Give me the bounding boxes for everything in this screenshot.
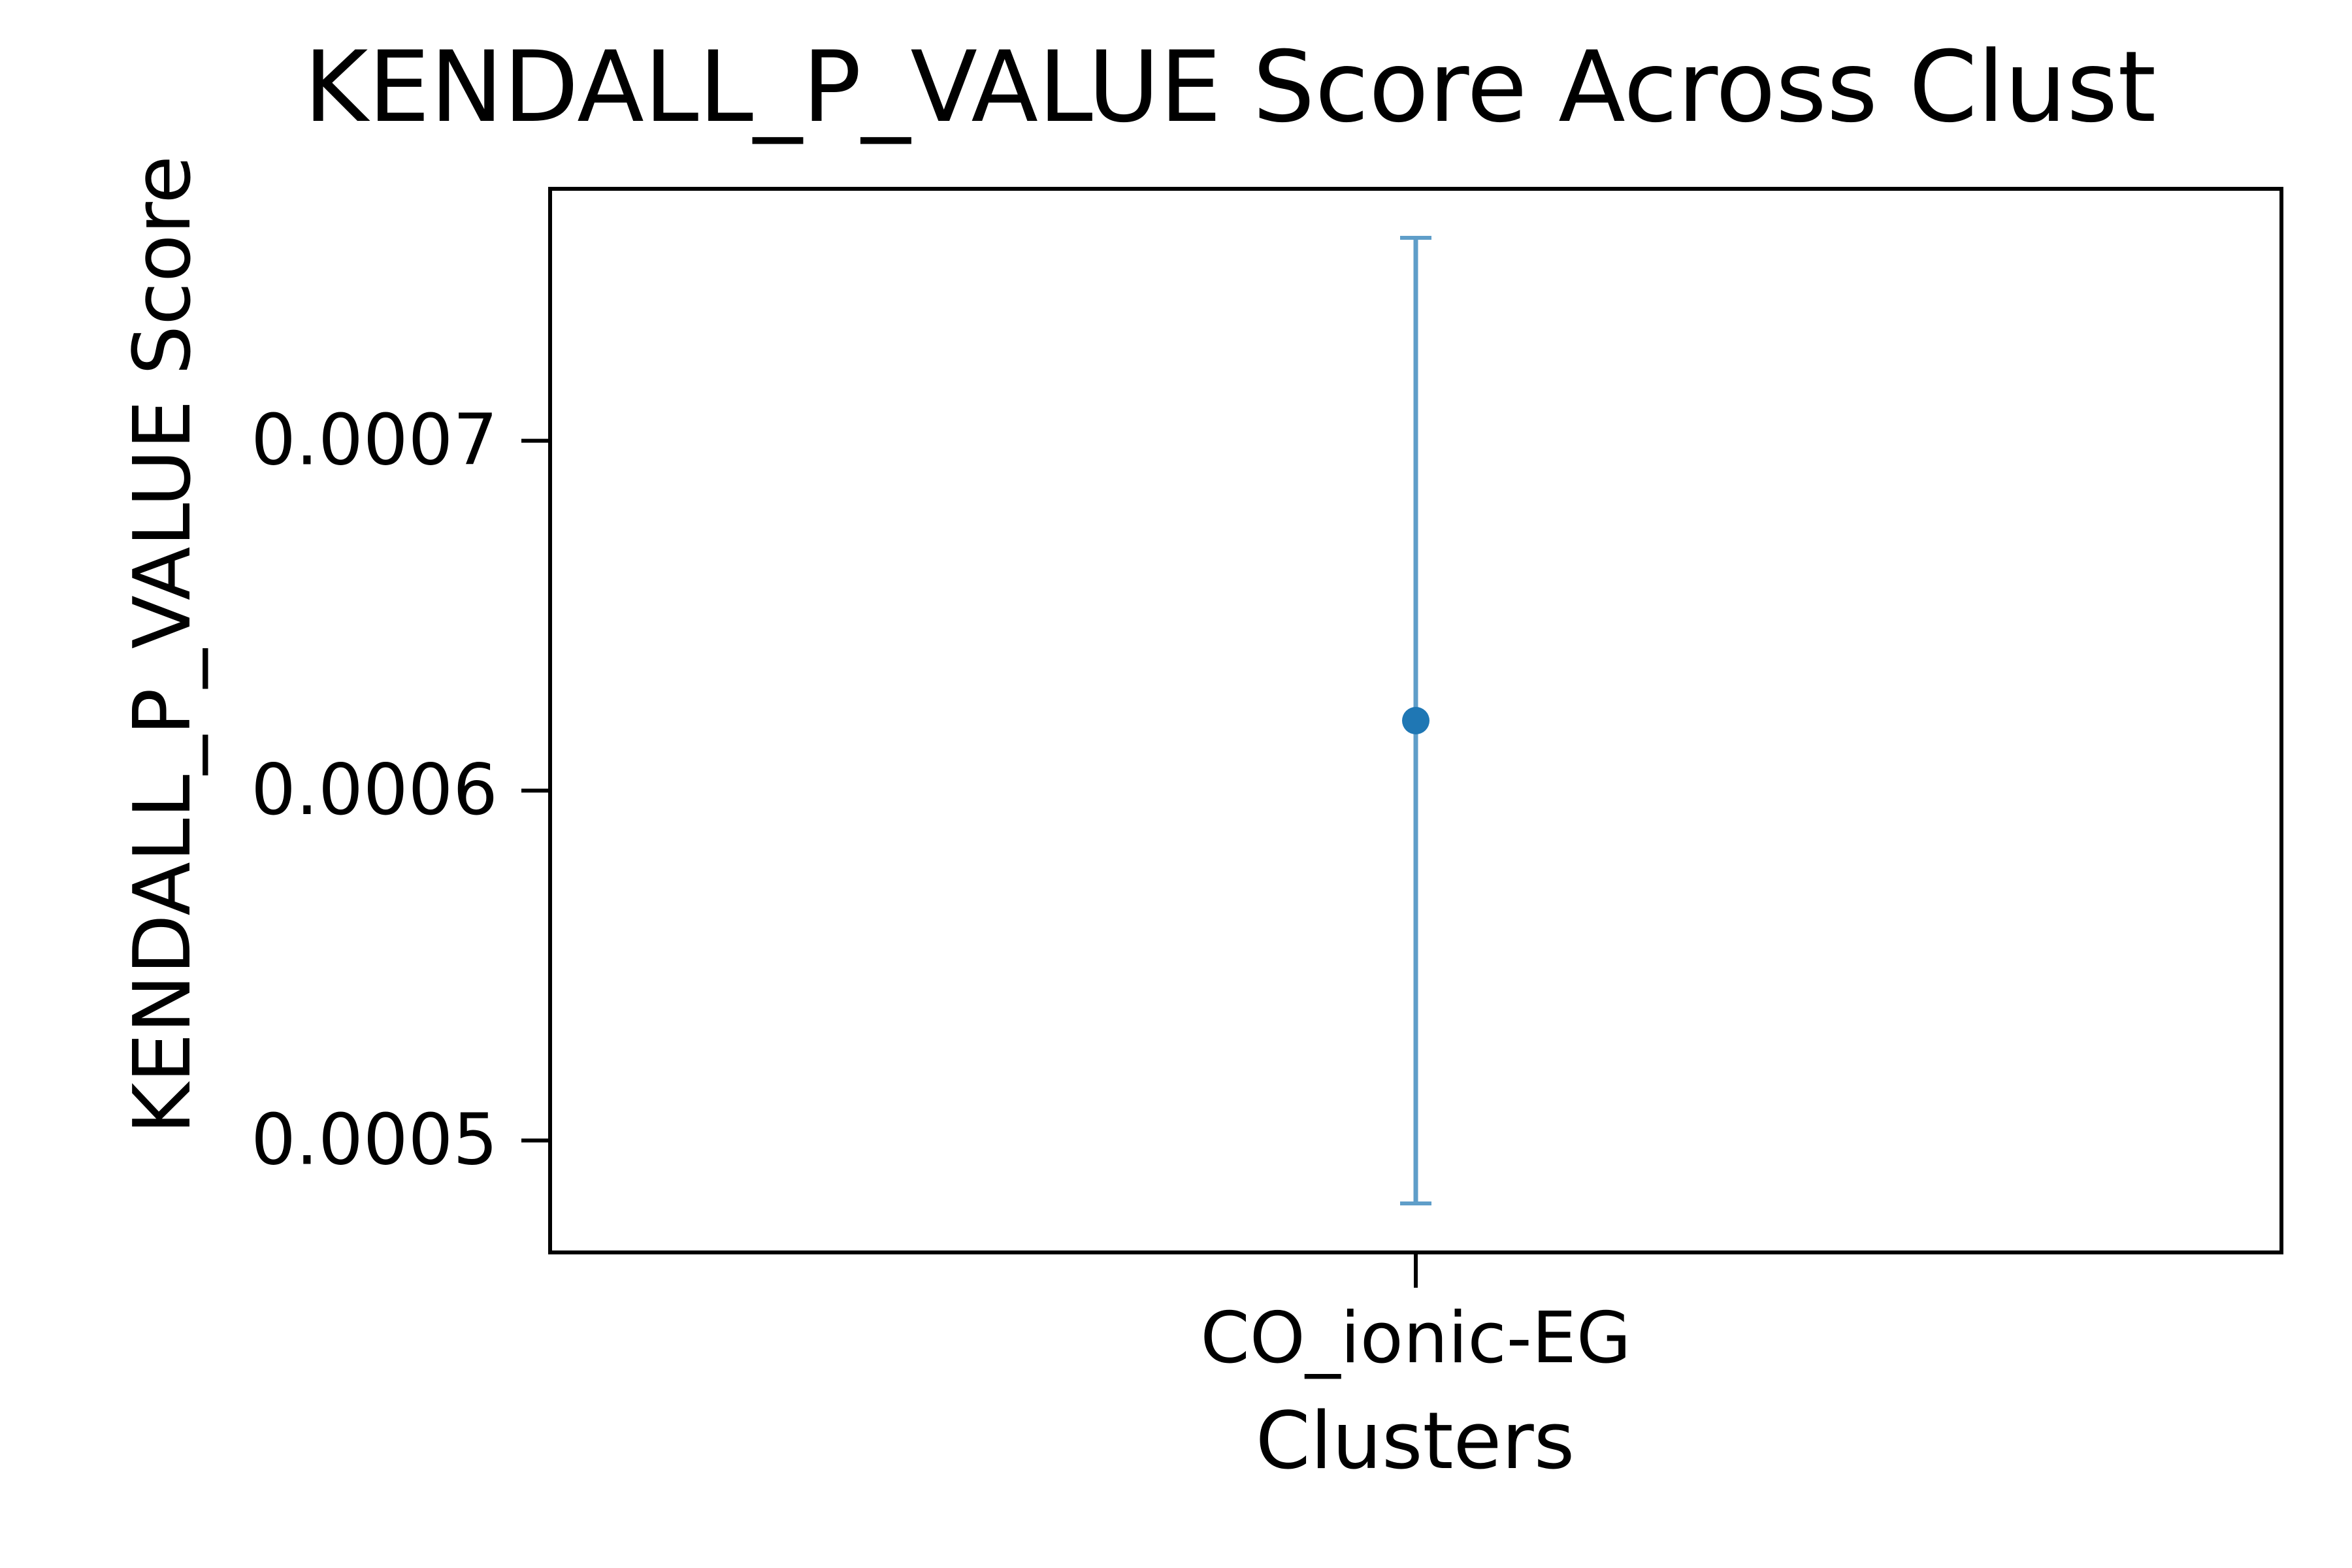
y-tick-label: 0.0005 <box>251 1100 498 1181</box>
y-axis-ticks: 0.0005 0.0006 0.0007 <box>251 400 550 1181</box>
data-point <box>1402 707 1429 734</box>
x-axis-label: Clusters <box>1256 1396 1575 1487</box>
chart-title: KENDALL_P_VALUE Score Across Clust <box>304 31 2156 144</box>
y-tick-label: 0.0007 <box>251 400 498 482</box>
data-layer <box>1400 235 1431 1206</box>
y-tick-label: 0.0006 <box>251 749 498 831</box>
x-tick-label: CO_ionic-EG <box>1200 1298 1631 1379</box>
y-axis-label: KENDALL_P_VALUE Score <box>118 155 208 1134</box>
x-axis-ticks: CO_ionic-EG <box>1200 1252 1631 1379</box>
